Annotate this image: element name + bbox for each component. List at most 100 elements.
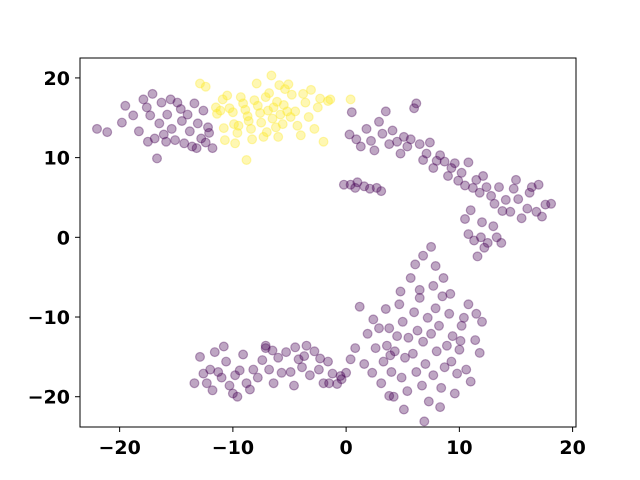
- scatter-point-purple: [376, 186, 387, 197]
- scatter-point-yellow: [283, 79, 294, 90]
- scatter-point-purple: [230, 370, 241, 381]
- scatter-point-purple: [205, 364, 216, 375]
- scatter-point-purple: [216, 372, 227, 383]
- scatter-point-yellow: [243, 115, 254, 126]
- scatter-point-purple: [252, 372, 263, 383]
- scatter-point-purple: [475, 232, 486, 243]
- scatter-point-purple: [389, 346, 400, 357]
- scatter-point-purple: [414, 139, 425, 150]
- scatter-point-purple: [355, 141, 366, 152]
- scatter-point-purple: [152, 153, 163, 164]
- scatter-point-purple: [182, 109, 193, 120]
- scatter-point-purple: [428, 280, 439, 291]
- scatter-point-purple: [403, 332, 414, 343]
- scatter-point-purple: [479, 242, 490, 253]
- scatter-point-purple: [447, 331, 458, 342]
- points-layer: [91, 70, 557, 427]
- scatter-point-purple: [418, 250, 429, 261]
- scatter-point-purple: [166, 123, 177, 134]
- scatter-point-purple: [417, 380, 428, 391]
- scatter-point-purple: [91, 123, 102, 134]
- scatter-point-purple: [367, 367, 378, 378]
- scatter-point-yellow: [312, 102, 323, 113]
- scatter-point-purple: [500, 194, 511, 205]
- scatter-point-purple: [120, 100, 131, 111]
- scatter-point-purple: [224, 380, 235, 391]
- scatter-point-purple: [257, 355, 268, 366]
- scatter-point-purple: [463, 229, 474, 240]
- scatter-point-purple: [170, 135, 181, 146]
- scatter-point-purple: [419, 416, 430, 427]
- scatter-point-purple: [149, 133, 160, 144]
- scatter-point-purple: [184, 126, 195, 137]
- scatter-point-purple: [179, 138, 190, 149]
- x-tick-label: −10: [212, 437, 254, 459]
- scatter-point-purple: [456, 167, 467, 178]
- scatter-point-purple: [145, 110, 156, 121]
- scatter-point-purple: [409, 307, 420, 318]
- scatter-point-purple: [471, 308, 482, 319]
- scatter-point-purple: [540, 199, 551, 210]
- y-tick-label: −20: [28, 387, 70, 409]
- scatter-point-purple: [426, 328, 437, 339]
- scatter-point-purple: [454, 344, 465, 355]
- scatter-point-purple: [336, 374, 347, 385]
- scatter-point-yellow: [323, 95, 334, 106]
- scatter-point-purple: [192, 118, 203, 129]
- scatter-point-purple: [435, 402, 446, 413]
- scatter-point-purple: [350, 182, 361, 193]
- scatter-point-purple: [378, 356, 389, 367]
- scatter-point-purple: [474, 187, 485, 198]
- scatter-point-yellow: [195, 78, 206, 89]
- scatter-point-purple: [141, 102, 152, 113]
- scatter-point-purple: [405, 273, 416, 284]
- scatter-point-yellow: [292, 120, 303, 131]
- scatter-point-purple: [482, 237, 493, 248]
- scatter-point-purple: [198, 368, 209, 379]
- scatter-point-purple: [128, 110, 139, 121]
- scatter-point-purple: [221, 356, 232, 367]
- scatter-point-yellow: [290, 106, 301, 117]
- scatter-point-purple: [428, 370, 439, 381]
- scatter-point-purple: [463, 299, 474, 310]
- scatter-point-purple: [456, 320, 467, 331]
- x-tick-label: 20: [559, 437, 585, 459]
- scatter-point-purple: [474, 347, 485, 358]
- scatter-point-purple: [309, 346, 320, 357]
- scatter-point-purple: [531, 206, 542, 217]
- scatter-point-purple: [426, 241, 437, 252]
- scatter-point-purple: [346, 107, 357, 118]
- scatter-point-purple: [344, 129, 355, 140]
- scatter-point-purple: [285, 367, 296, 378]
- scatter-point-purple: [260, 340, 271, 351]
- scatter-point-purple: [445, 288, 456, 299]
- scatter-point-purple: [418, 155, 429, 166]
- y-tick-label: −10: [28, 307, 70, 329]
- scatter-point-purple: [315, 353, 326, 364]
- scatter-point-purple: [293, 354, 304, 365]
- scatter-point-purple: [368, 314, 379, 325]
- scatter-point-purple: [405, 134, 416, 145]
- scatter-point-purple: [165, 94, 176, 105]
- scatter-point-yellow: [298, 88, 309, 99]
- scatter-point-purple: [396, 372, 407, 383]
- scatter-point-purple: [438, 273, 449, 284]
- scatter-point-purple: [524, 187, 535, 198]
- scatter-point-purple: [241, 378, 252, 389]
- scatter-point-purple: [248, 364, 259, 375]
- scatter-point-yellow: [246, 123, 257, 134]
- scatter-point-yellow: [303, 111, 314, 122]
- scatter-point-purple: [371, 182, 382, 193]
- scatter-point-purple: [436, 382, 447, 393]
- scatter-point-yellow: [232, 127, 243, 138]
- scatter-point-purple: [489, 198, 500, 209]
- scatter-point-purple: [207, 385, 218, 396]
- scatter-point-purple: [204, 127, 215, 138]
- scatter-point-purple: [345, 179, 356, 190]
- scatter-point-purple: [154, 118, 165, 129]
- scatter-point-purple: [147, 88, 158, 99]
- scatter-point-purple: [407, 348, 418, 359]
- scatter-point-yellow: [217, 94, 228, 105]
- scatter-point-purple: [207, 143, 218, 154]
- scatter-point-purple: [324, 378, 335, 389]
